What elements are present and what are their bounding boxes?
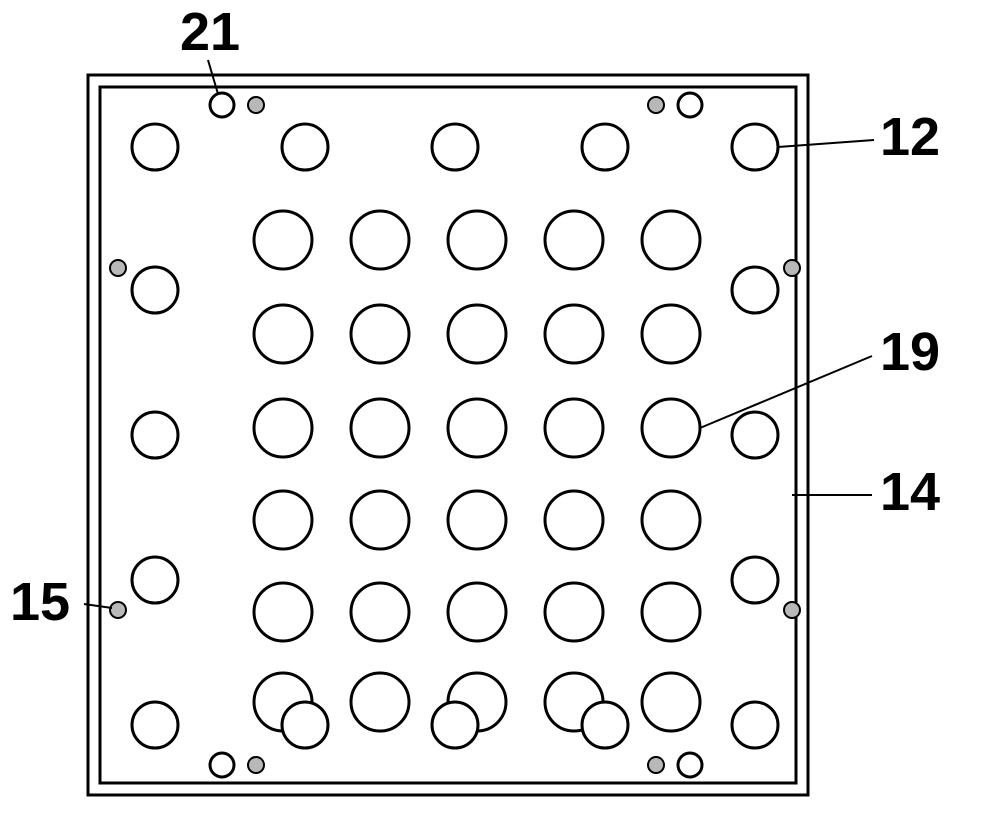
medium-hole — [582, 124, 628, 170]
medium-hole — [432, 702, 478, 748]
small-open-hole — [678, 753, 702, 777]
small-filled-hole — [784, 260, 800, 276]
medium-hole — [132, 702, 178, 748]
big-hole — [254, 211, 312, 269]
big-hole — [545, 211, 603, 269]
label-14: 14 — [880, 462, 940, 522]
small-filled-hole — [110, 602, 126, 618]
big-hole — [351, 305, 409, 363]
small-filled-hole — [648, 97, 664, 113]
label-15: 15 — [10, 572, 70, 632]
big-hole — [545, 305, 603, 363]
medium-hole — [732, 267, 778, 313]
medium-hole — [432, 124, 478, 170]
big-hole — [642, 583, 700, 641]
big-hole — [448, 491, 506, 549]
medium-hole — [732, 557, 778, 603]
big-hole — [448, 399, 506, 457]
big-hole — [545, 491, 603, 549]
medium-hole — [282, 702, 328, 748]
big-hole — [448, 305, 506, 363]
small-filled-hole — [110, 260, 126, 276]
big-hole — [254, 305, 312, 363]
big-hole — [448, 211, 506, 269]
big-hole — [254, 399, 312, 457]
big-hole — [351, 583, 409, 641]
small-filled-hole — [248, 97, 264, 113]
big-hole — [351, 491, 409, 549]
big-hole — [545, 583, 603, 641]
big-hole — [642, 399, 700, 457]
big-hole — [642, 211, 700, 269]
label-19: 19 — [880, 322, 940, 382]
label-12: 12 — [880, 107, 940, 167]
medium-hole — [732, 702, 778, 748]
big-hole — [642, 673, 700, 731]
medium-hole — [732, 124, 778, 170]
big-hole — [642, 305, 700, 363]
big-hole — [254, 491, 312, 549]
big-hole — [545, 399, 603, 457]
medium-hole — [132, 124, 178, 170]
label-21: 21 — [180, 2, 240, 62]
big-hole — [351, 399, 409, 457]
big-hole — [254, 583, 312, 641]
big-hole — [642, 491, 700, 549]
small-open-hole — [210, 93, 234, 117]
big-hole — [351, 673, 409, 731]
small-filled-hole — [248, 757, 264, 773]
big-hole — [448, 583, 506, 641]
small-filled-hole — [784, 602, 800, 618]
medium-hole — [282, 124, 328, 170]
medium-hole — [732, 412, 778, 458]
small-open-hole — [678, 93, 702, 117]
small-filled-hole — [648, 757, 664, 773]
small-open-hole — [210, 753, 234, 777]
big-hole — [351, 211, 409, 269]
medium-hole — [132, 267, 178, 313]
medium-hole — [132, 557, 178, 603]
medium-hole — [132, 412, 178, 458]
medium-hole — [582, 702, 628, 748]
